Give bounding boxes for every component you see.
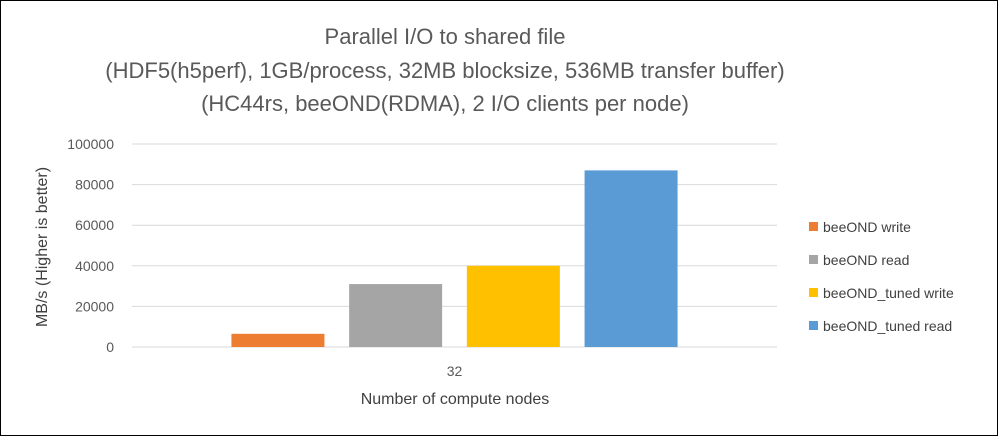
bar-beeond-tuned-write bbox=[466, 265, 560, 347]
y-tick-label: 40000 bbox=[75, 258, 114, 274]
y-tick-label: 80000 bbox=[75, 177, 114, 193]
chart-title: Parallel I/O to shared file (HDF5(h5perf… bbox=[105, 24, 784, 116]
y-axis-title: MB/s (Higher is better) bbox=[34, 167, 51, 327]
y-tick-label: 0 bbox=[106, 339, 114, 355]
x-tick-label: 32 bbox=[447, 363, 463, 379]
x-axis-title: Number of compute nodes bbox=[361, 391, 550, 408]
legend-swatch bbox=[809, 321, 818, 330]
legend-swatch bbox=[809, 255, 818, 264]
y-tick-label: 100000 bbox=[67, 136, 114, 152]
y-tick-label: 20000 bbox=[75, 298, 114, 314]
legend-swatch bbox=[809, 222, 818, 231]
chart-title-line-3: (HC44rs, beeOND(RDMA), 2 I/O clients per… bbox=[201, 91, 689, 116]
legend: beeOND write beeOND read beeOND_tuned writ… bbox=[809, 219, 954, 334]
bar-beeond-tuned-read bbox=[584, 170, 678, 347]
legend-swatch bbox=[809, 288, 818, 297]
y-axis-ticks: 0 20000 40000 60000 80000 100000 bbox=[67, 136, 114, 355]
legend-label: beeOND_tuned write bbox=[823, 285, 954, 301]
bar-beeond-read bbox=[349, 284, 443, 347]
legend-label: beeOND write bbox=[823, 219, 911, 235]
chart-title-line-2: (HDF5(h5perf), 1GB/process, 32MB blocksi… bbox=[105, 58, 784, 83]
legend-label: beeOND read bbox=[823, 252, 909, 268]
y-tick-label: 60000 bbox=[75, 217, 114, 233]
legend-label: beeOND_tuned read bbox=[823, 318, 952, 334]
bars bbox=[231, 170, 678, 347]
bar-beeond-write bbox=[231, 333, 325, 347]
x-axis-ticks: 32 bbox=[447, 363, 463, 379]
chart-title-line-1: Parallel I/O to shared file bbox=[325, 24, 566, 49]
gridlines bbox=[132, 143, 777, 348]
